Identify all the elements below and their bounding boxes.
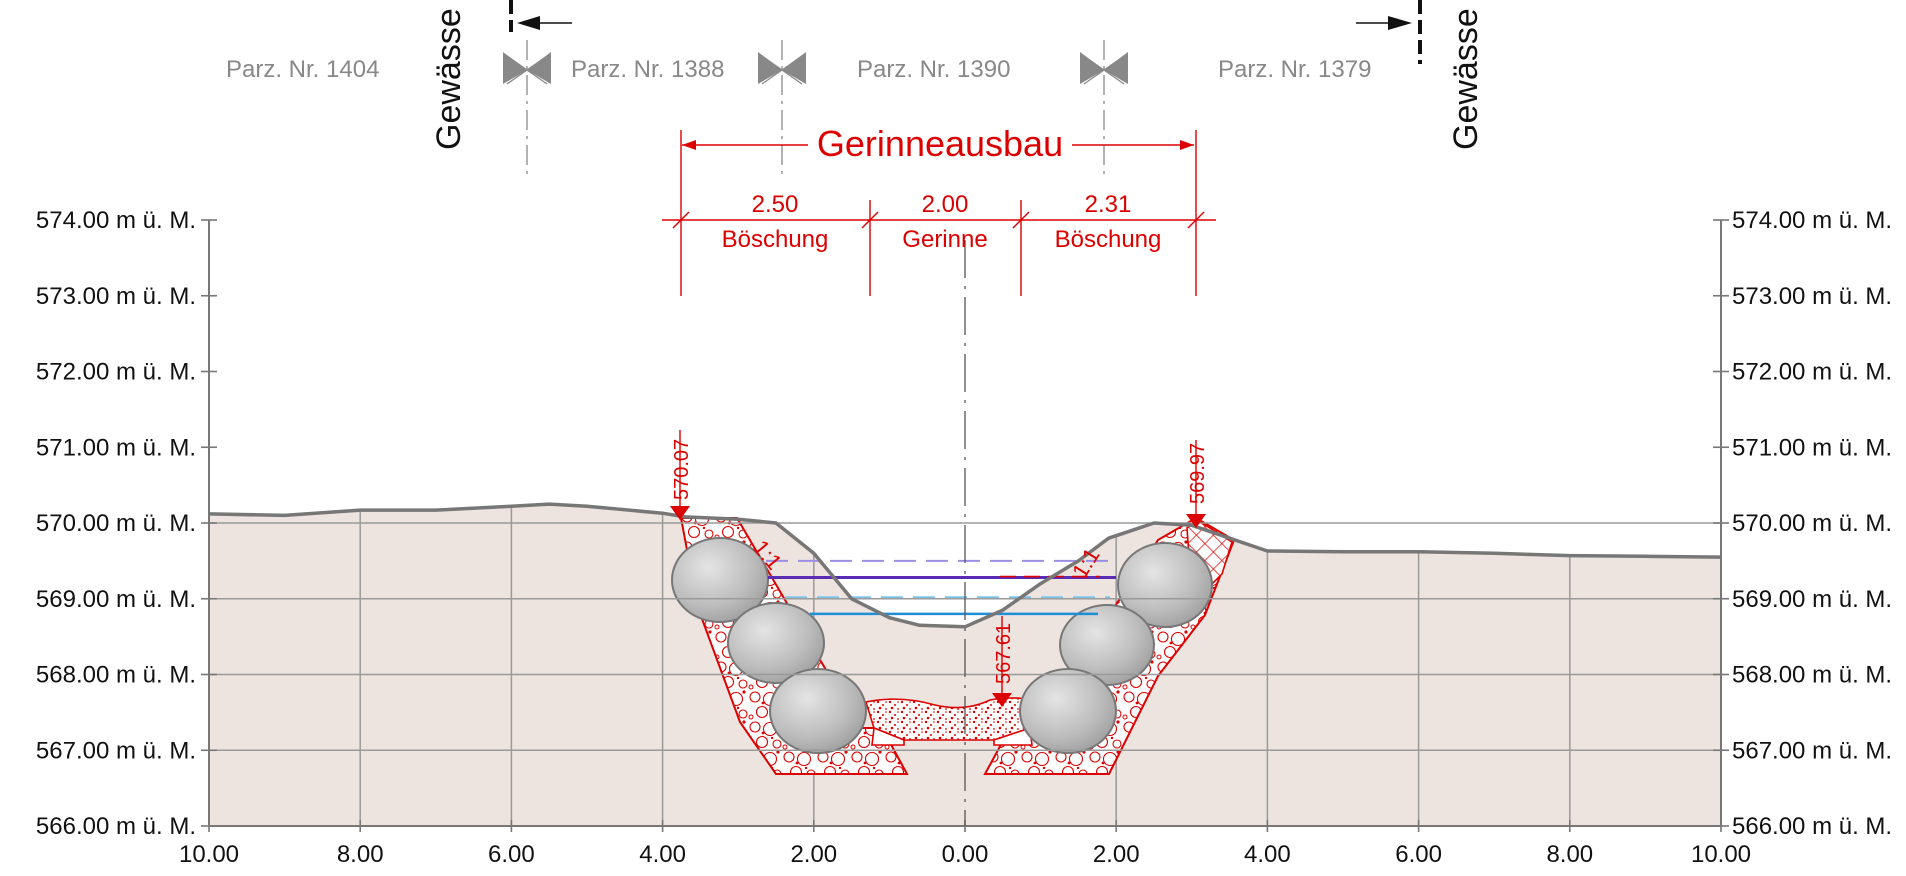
x-tick-label: 2.00 [1093,841,1140,868]
dim-tick [672,211,690,229]
boundary-label-left: Gewässe [430,8,468,150]
y-tick-label-right: 569.00 m ü. M. [1732,586,1892,613]
x-tick-label: 10.00 [1691,841,1751,868]
parcel-label-1388: Parz. Nr. 1388 [571,56,724,83]
elevation-marker-bottom: 567.61 [992,616,1015,707]
x-axis-ticks: 10.00 8.00 6.00 4.00 2.00 0.00 2.00 4.00 6.00 8.0… [179,820,1751,868]
boulder [671,537,769,623]
y-tick-label-right: 566.00 m ü. M. [1732,813,1892,840]
elevation-triangle-left [670,506,690,520]
elevation-triangle-bottom [992,693,1012,707]
y-tick-label-left: 566.00 m ü. M. [36,813,196,840]
parcel-labels: Parz. Nr. 1404 Parz. Nr. 1388 Parz. Nr. … [226,56,1371,83]
parcel-boundaries [503,40,1128,175]
boulder [727,602,825,684]
x-tick-label: 8.00 [337,841,384,868]
dim-label-boeschung-left: Böschung [722,226,829,253]
x-tick-label: 2.00 [790,841,837,868]
y-tick-label-right: 574.00 m ü. M. [1732,207,1892,234]
x-tick-label: 4.00 [1244,841,1291,868]
x-tick-label: 6.00 [488,841,535,868]
parcel-label-1390: Parz. Nr. 1390 [857,56,1010,83]
x-tick-label: 6.00 [1395,841,1442,868]
elevation-label-bottom: 567.61 [993,623,1015,684]
elevation-triangle-right [1186,514,1206,528]
existing-terrain-line [208,502,1722,629]
dim-value-boeschung-right: 2.31 [1085,191,1132,218]
dim-tick [1012,211,1030,229]
dim-tick [1187,211,1205,229]
boulder [1117,542,1213,628]
channel-construction [671,516,1236,775]
channel-bed-left-toe [871,726,905,746]
y-tick-label-left: 571.00 m ü. M. [36,434,196,461]
y-tick-label-right: 573.00 m ü. M. [1732,283,1892,310]
y-tick-label-right: 568.00 m ü. M. [1732,662,1892,689]
y-tick-label-right: 567.00 m ü. M. [1732,737,1892,764]
x-tick-label: 10.00 [179,841,239,868]
elevation-label-right: 569.97 [1187,443,1209,504]
y-tick-label-right: 570.00 m ü. M. [1732,510,1892,537]
y-tick-label-right: 572.00 m ü. M. [1732,359,1892,386]
y-tick-label-left: 574.00 m ü. M. [36,207,196,234]
elevation-label-left: 570.07 [671,439,693,500]
parcel-boundary-marker [503,40,551,175]
water-boundary-right: Gewässe [1356,0,1485,150]
water-boundary-left: Gewässe [430,0,572,150]
y-axis-ticks: 574.00 m ü. M. 574.00 m ü. M. 573.00 m ü. … [36,207,1892,840]
y-tick-label-right: 571.00 m ü. M. [1732,434,1892,461]
y-tick-label-left: 569.00 m ü. M. [36,586,196,613]
boundary-label-right: Gewässe [1447,8,1485,150]
x-tick-label: 0.00 [942,841,989,868]
x-tick-label: 4.00 [639,841,686,868]
dim-value-gerinne: 2.00 [922,191,969,218]
dim-label-gerinne: Gerinne [902,226,987,253]
construction-dimensioning [662,130,1216,296]
parcel-boundary-marker [1080,40,1128,175]
dim-tick [861,211,879,229]
y-tick-label-left: 572.00 m ü. M. [36,359,196,386]
y-tick-label-left: 568.00 m ü. M. [36,662,196,689]
dim-value-boeschung-left: 2.50 [752,191,799,218]
parcel-label-1404: Parz. Nr. 1404 [226,56,379,83]
channel-bed-right-toe [993,726,1033,746]
x-tick-label: 8.00 [1546,841,1593,868]
parcel-label-1379: Parz. Nr. 1379 [1218,56,1371,83]
y-tick-label-left: 567.00 m ü. M. [36,737,196,764]
boulders [671,537,1213,754]
dim-label-boeschung-right: Böschung [1055,226,1162,253]
elevation-marker-left: 570.07 [670,430,693,520]
parcel-boundary-marker [758,40,806,175]
boulder [1019,668,1117,754]
y-tick-label-left: 573.00 m ü. M. [36,283,196,310]
construction-title: Gerinneausbau [817,123,1063,164]
boulder [769,668,867,754]
dimension-labels: 2.50 Böschung 2.00 Gerinne 2.31 Böschung [722,191,1162,253]
y-tick-label-left: 570.00 m ü. M. [36,510,196,537]
elevation-marker-right: 569.97 [1186,440,1209,528]
